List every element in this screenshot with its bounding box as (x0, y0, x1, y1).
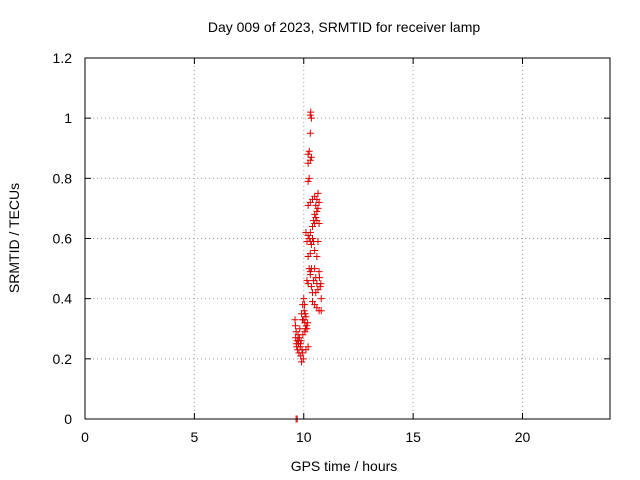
data-point-marker (306, 228, 314, 236)
point-layer (291, 108, 325, 423)
data-point-marker (291, 322, 299, 330)
data-point-marker (313, 207, 321, 215)
data-point-marker (296, 340, 304, 348)
x-tick-label: 5 (190, 429, 198, 445)
x-tick-label: 0 (81, 429, 89, 445)
data-point-marker (300, 295, 308, 303)
chart-title: Day 009 of 2023, SRMTID for receiver lam… (208, 19, 481, 35)
data-point-marker (307, 153, 315, 161)
data-point-marker (306, 129, 314, 137)
data-point-marker (300, 316, 308, 324)
y-tick-label: 0.2 (53, 351, 73, 367)
data-point-marker (317, 295, 325, 303)
data-point-marker (315, 198, 323, 206)
y-tick-label: 0.4 (53, 291, 73, 307)
data-point-marker (312, 201, 320, 209)
data-point-marker (303, 325, 311, 333)
data-point-marker (316, 283, 324, 291)
data-point-marker (315, 219, 323, 227)
x-axis-label: GPS time / hours (291, 458, 398, 474)
data-point-marker (302, 322, 310, 330)
data-point-marker (314, 189, 322, 197)
data-point-marker (301, 310, 309, 318)
data-point-marker (307, 265, 315, 273)
data-point-marker (307, 114, 315, 122)
data-point-marker (304, 150, 312, 158)
y-tick-label: 0 (64, 411, 72, 427)
data-point-marker (306, 250, 314, 258)
data-point-marker (312, 213, 320, 221)
data-point-marker (298, 358, 306, 366)
data-point-marker (311, 247, 319, 255)
data-point-marker (317, 280, 325, 288)
data-point-marker (301, 301, 309, 309)
data-point-marker (317, 307, 325, 315)
data-point-marker (291, 316, 299, 324)
data-point-marker (304, 280, 312, 288)
tick-layer: 0 5 10 15 20 0 0.2 0.4 0.6 0.8 1 1.2 (53, 50, 610, 445)
data-point-marker (315, 268, 323, 276)
y-tick-label: 1.2 (53, 50, 73, 66)
x-tick-label: 20 (515, 429, 531, 445)
y-tick-label: 0.6 (53, 231, 73, 247)
data-point-marker (313, 253, 321, 261)
plot-frame (84, 57, 611, 420)
x-tick-label: 15 (405, 429, 421, 445)
data-point-marker (304, 343, 312, 351)
data-point-marker (305, 147, 313, 155)
data-point-marker (307, 108, 315, 116)
data-point-marker (311, 301, 319, 309)
data-point-marker (303, 277, 311, 285)
y-axis-label: SRMTID / TECUs (6, 183, 22, 293)
data-point-marker (307, 283, 315, 291)
data-point-marker (316, 274, 323, 282)
x-tick-label: 10 (296, 429, 312, 445)
data-point-marker (304, 319, 312, 327)
data-point-marker (299, 355, 307, 363)
data-point-marker (300, 307, 308, 315)
data-point-marker (306, 268, 314, 276)
data-point-marker (295, 334, 303, 342)
y-tick-label: 1 (64, 110, 72, 126)
data-point-marker (309, 235, 316, 242)
y-tick-label: 0.8 (53, 170, 73, 186)
data-point-marker (304, 177, 312, 185)
data-point-marker (306, 156, 314, 164)
data-point-marker (305, 174, 313, 182)
data-point-marker (314, 238, 322, 246)
data-point-marker (299, 349, 307, 357)
data-point-marker (312, 289, 320, 297)
